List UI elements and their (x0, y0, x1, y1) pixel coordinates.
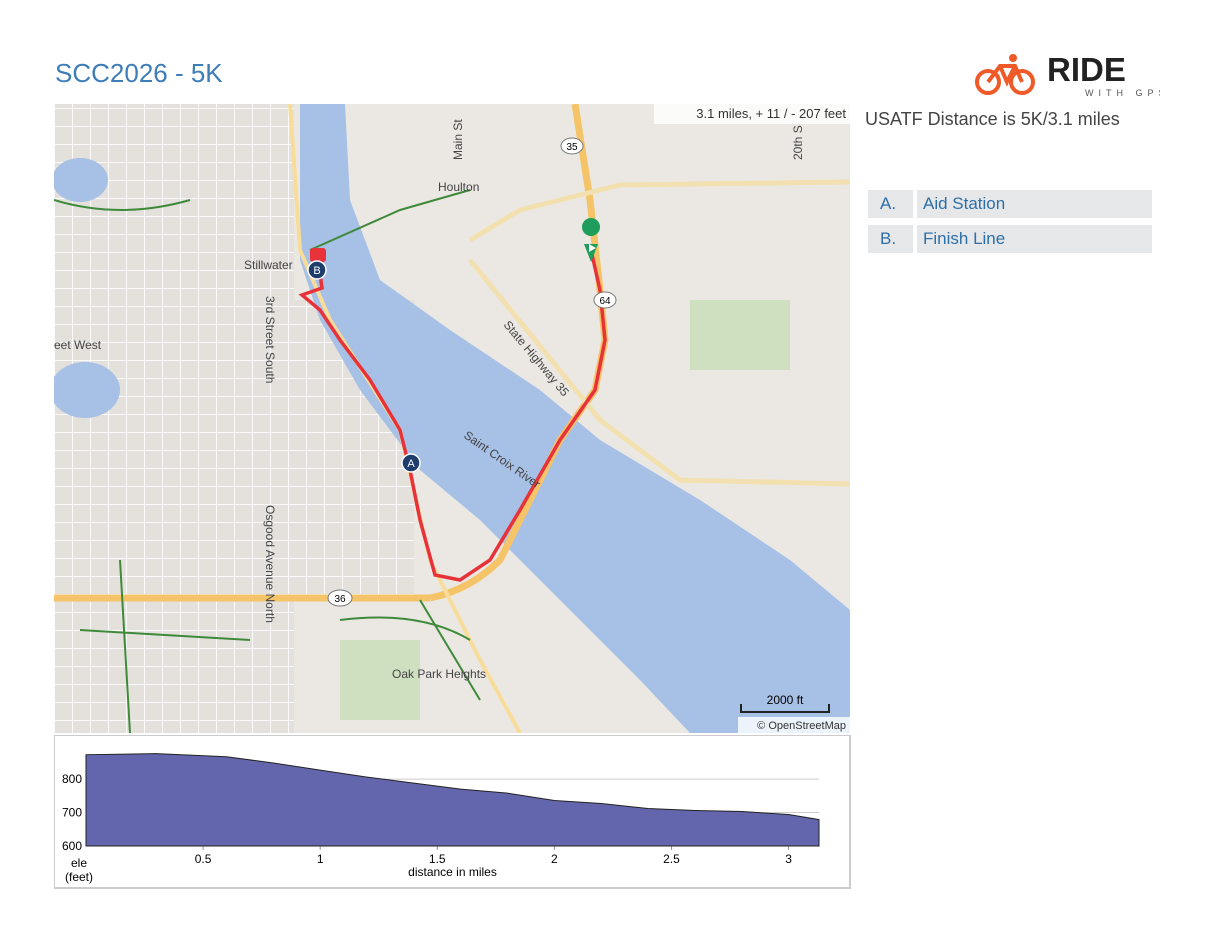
route-map[interactable]: A B Main St Houlton Stillwater 3rd Stree… (54, 104, 850, 733)
route-stats: 3.1 miles, + 11 / - 207 feet (696, 106, 846, 121)
y-tick-label: 800 (62, 772, 82, 786)
x-tick-label: 0.5 (195, 852, 212, 866)
cue-letter: A. (868, 190, 913, 218)
x-tick-label: 1 (317, 852, 324, 866)
elevation-panel: ele (feet) 600 700 800 0.5 1 1.5 2 2.5 3 distance… (54, 735, 851, 889)
map-label: Osgood Avenue North (263, 505, 277, 623)
x-tick-label: 2 (551, 852, 558, 866)
route-shield: 36 (334, 594, 346, 605)
map-label: Oak Park Heights (392, 667, 486, 681)
x-tick-label: 3 (785, 852, 792, 866)
y-axis-label: ele (feet) (64, 856, 93, 884)
map-label: 3rd Street South (263, 296, 277, 383)
x-tick-label: 1.5 (429, 852, 446, 866)
y-tick-label: 700 (62, 806, 82, 820)
attribution[interactable]: © OpenStreetMap (757, 720, 846, 732)
logo[interactable]: RIDE WITH GPS (975, 52, 1160, 100)
map-label: Houlton (438, 180, 479, 194)
logo-word: RIDE (1047, 52, 1126, 88)
cue-row[interactable]: B. Finish Line (868, 225, 1152, 253)
description: USATF Distance is 5K/3.1 miles (865, 109, 1120, 129)
map-label: Stillwater (244, 258, 293, 272)
y-tick-label: 600 (62, 839, 82, 853)
elevation-chart: 600 700 800 0.5 1 1.5 2 2.5 3 distance in miles (62, 753, 820, 879)
map-label: Main St (451, 119, 465, 160)
map-label: 20th S (791, 125, 805, 160)
cue-label: Finish Line (917, 225, 1152, 253)
cue-letter: B. (868, 225, 913, 253)
map-label: eet West (54, 338, 102, 352)
title: SCC2026 - 5K (55, 58, 223, 88)
route-shield: 35 (566, 142, 578, 153)
marker-label: A (407, 458, 415, 470)
cue-row[interactable]: A. Aid Station (868, 190, 1152, 218)
cue-label: Aid Station (917, 190, 1152, 218)
x-axis-label: distance in miles (408, 865, 497, 879)
marker-label: B (313, 265, 320, 277)
map-scale: 2000 ft (767, 693, 804, 707)
route-shield: 64 (599, 296, 611, 307)
logo-tagline: WITH GPS (1085, 88, 1160, 98)
elevation-area (85, 753, 820, 847)
x-tick-label: 2.5 (663, 852, 680, 866)
